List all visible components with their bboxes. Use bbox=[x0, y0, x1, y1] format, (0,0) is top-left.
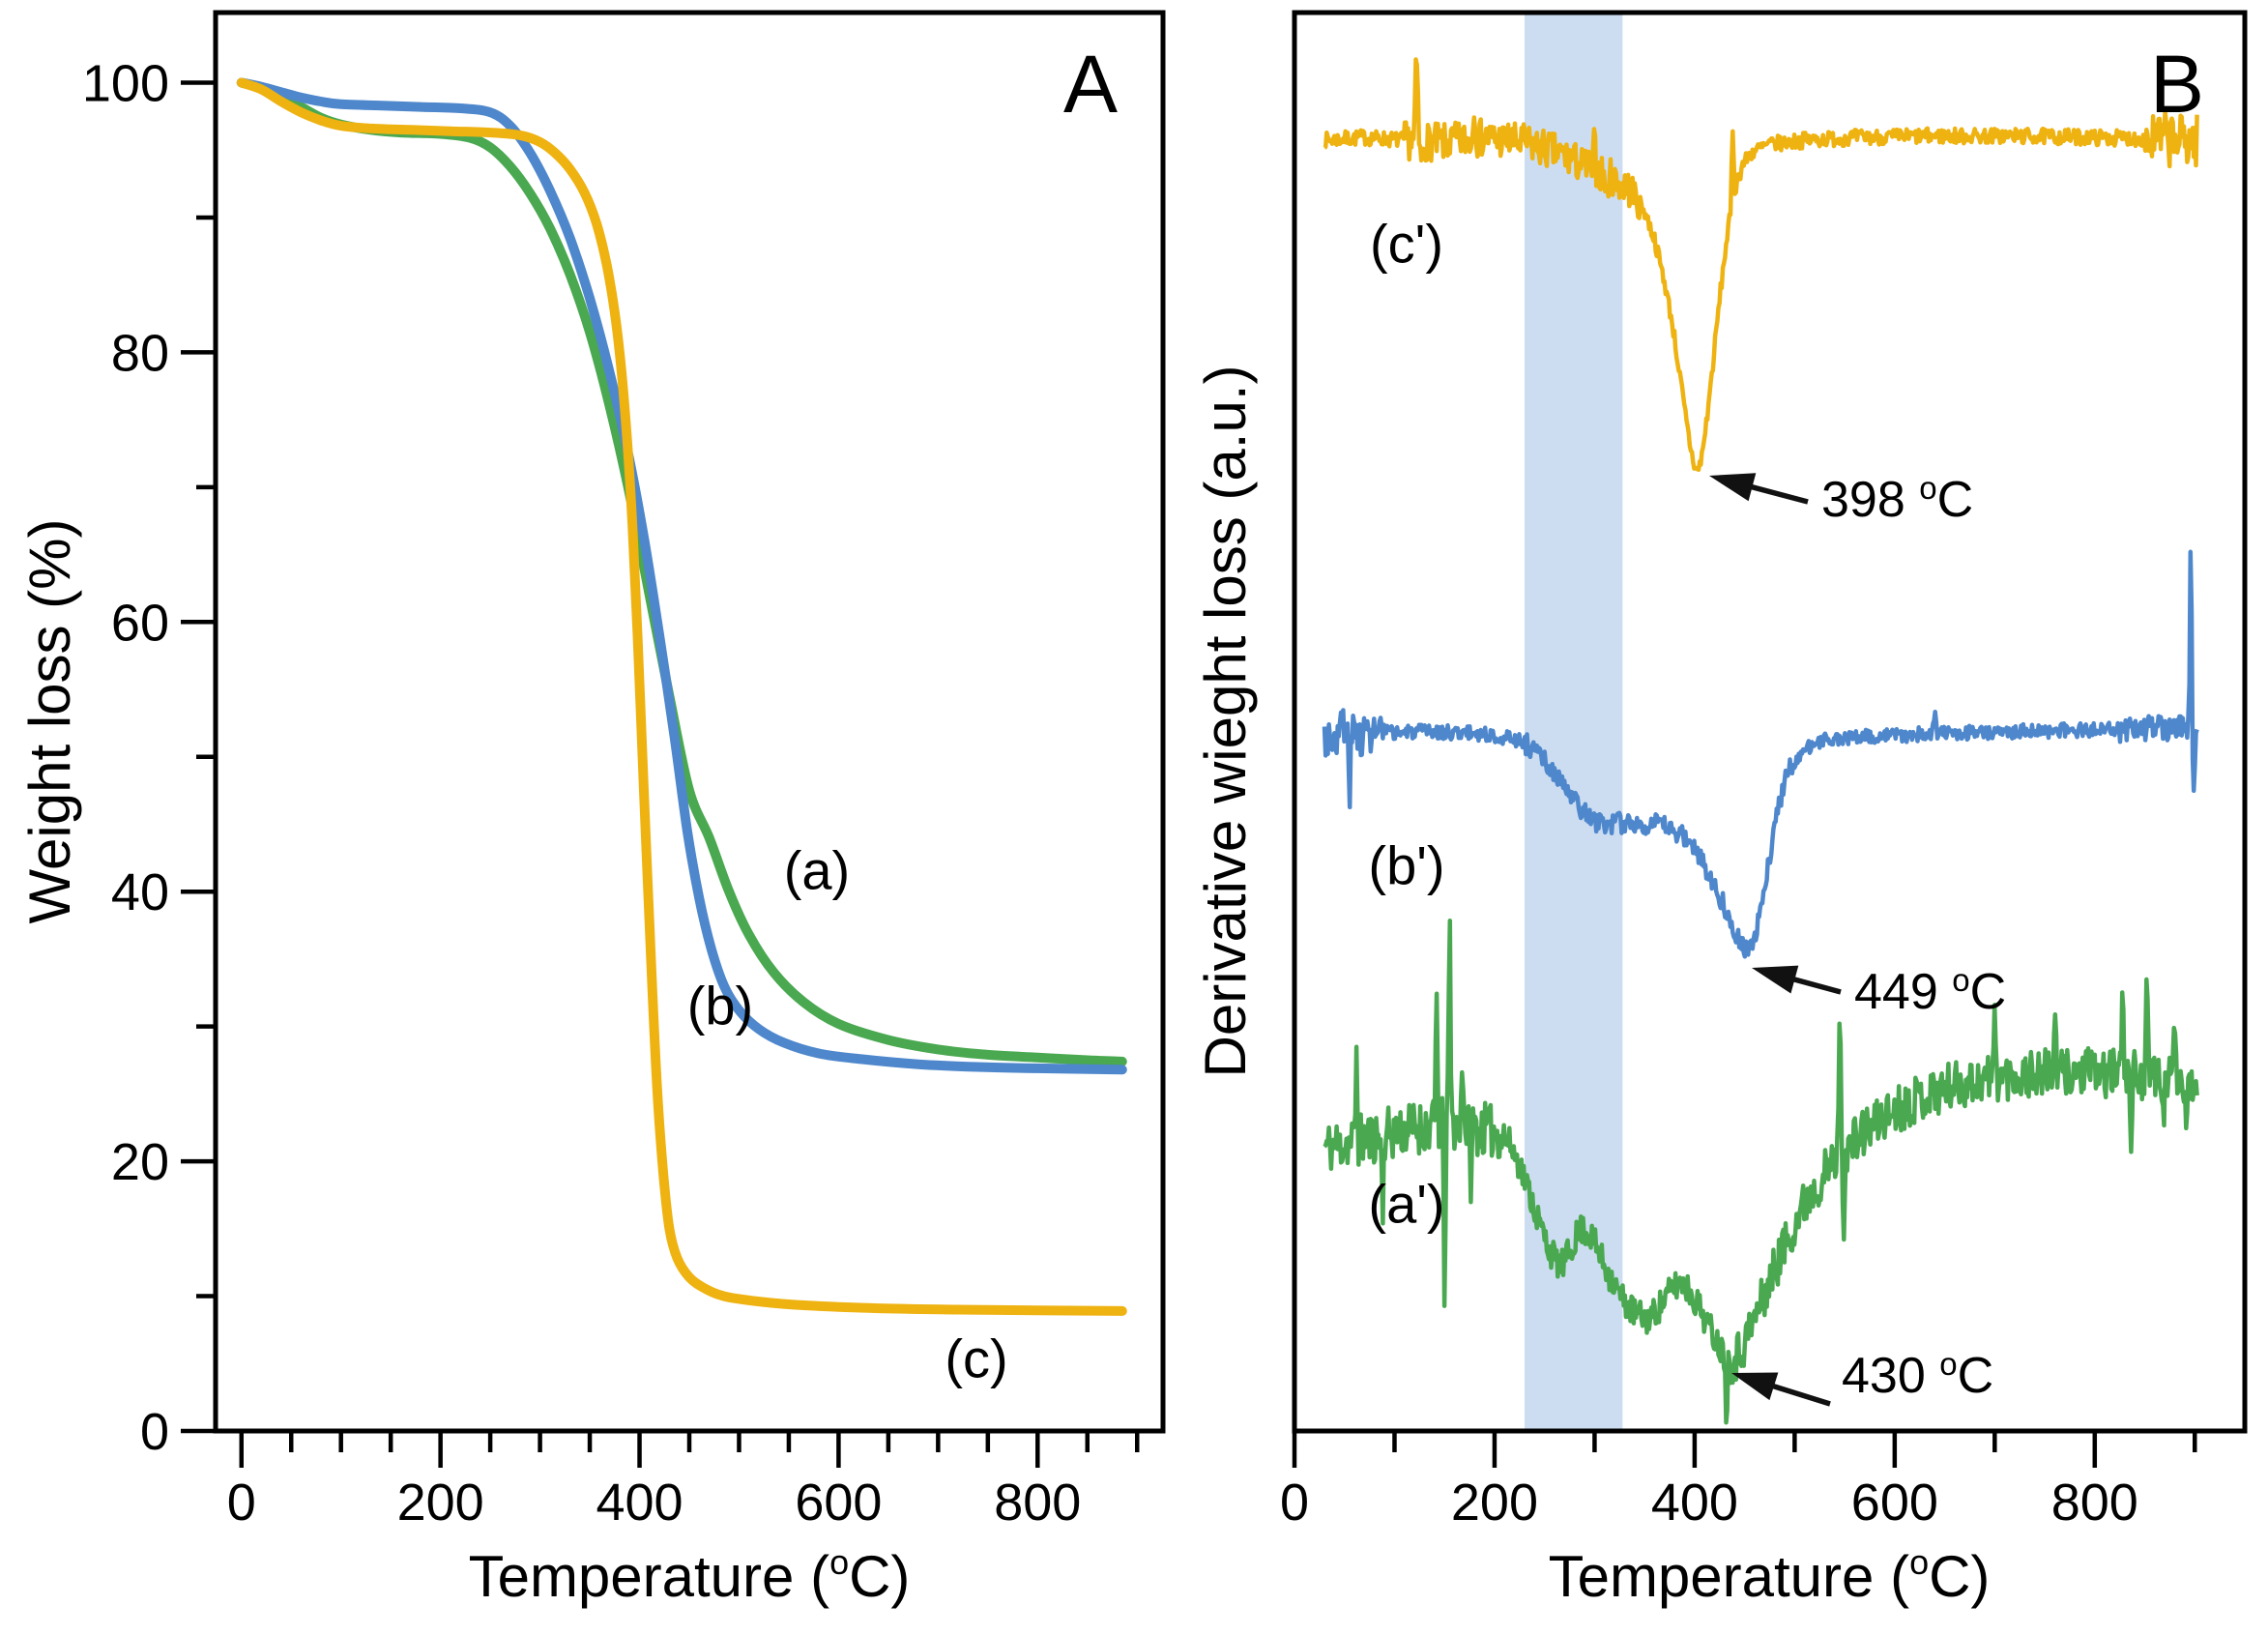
panel-b-x-tick-label: 200 bbox=[1451, 1474, 1538, 1532]
annotation-arrowhead bbox=[1752, 965, 1799, 994]
panel-b-x-title-prefix: Temperature ( bbox=[1548, 1544, 1910, 1609]
panel-b-x-title-sup: o bbox=[1909, 1542, 1930, 1582]
panel-a-letter: A bbox=[1063, 39, 1119, 130]
panel-a-y-tick-label: 40 bbox=[111, 863, 169, 921]
panel-a-x-axis-title: Temperature (oC) bbox=[303, 1545, 1076, 1609]
panel-a-y-tick-label: 80 bbox=[111, 324, 169, 382]
panel-a-curve-label: (c) bbox=[945, 1328, 1007, 1389]
panel-a-y-tick-label: 100 bbox=[82, 55, 169, 113]
panel-b-x-axis-title: Temperature (oC) bbox=[1382, 1545, 2156, 1609]
panel-b-y-axis-title: Derivative wieght loss (a.u.) bbox=[1193, 365, 1258, 1078]
panel-b-x-tick-label: 0 bbox=[1280, 1474, 1309, 1532]
panel-a-plot-frame bbox=[213, 10, 1166, 1434]
panel-a-curve-label: (a) bbox=[784, 840, 850, 901]
panel-a-x-tick-label: 400 bbox=[596, 1474, 683, 1532]
annotation-arrowhead bbox=[1709, 473, 1757, 502]
annotation-arrow-line bbox=[1762, 1380, 1831, 1407]
curve-b bbox=[236, 77, 1127, 1075]
panel-a-x-title-sup: o bbox=[829, 1542, 850, 1582]
annotation-arrowhead bbox=[1731, 1372, 1779, 1401]
panel-a-x-title-prefix: Temperature ( bbox=[468, 1544, 830, 1609]
panel-a-y-tick-label: 0 bbox=[140, 1403, 169, 1461]
panel-b-x-title-suffix: C) bbox=[1929, 1544, 1991, 1609]
annotation-label: 430 oC bbox=[1842, 1346, 1993, 1404]
panel-a-curve-label: (b) bbox=[687, 976, 753, 1036]
curve-a-prime bbox=[1323, 918, 2199, 1425]
panel-b-curve-label: (c') bbox=[1370, 214, 1443, 275]
curve-b-prime bbox=[1322, 549, 2199, 959]
panel-b-x-tick-label: 400 bbox=[1651, 1474, 1738, 1532]
panel-b-curve-label: (a') bbox=[1368, 1174, 1444, 1235]
panel-a-x-tick-label: 800 bbox=[994, 1474, 1081, 1532]
panel-b-x-tick-label: 600 bbox=[1851, 1474, 1938, 1532]
curve-c bbox=[236, 77, 1127, 1316]
panel-a-x-tick-label: 0 bbox=[227, 1474, 256, 1532]
panel-a-y-tick-label: 60 bbox=[111, 594, 169, 652]
annotation-arrow-line bbox=[1740, 482, 1809, 505]
curve-a bbox=[236, 77, 1127, 1066]
panel-b-curve-label: (b') bbox=[1368, 835, 1444, 896]
panel-a-y-axis-title: Weight loss (%) bbox=[17, 518, 82, 924]
panel-b-letter: B bbox=[2150, 39, 2205, 130]
curve-c-prime bbox=[1323, 57, 2199, 473]
panel-a-y-tick-label: 20 bbox=[111, 1133, 169, 1191]
panel-b-x-tick-label: 800 bbox=[2051, 1474, 2138, 1532]
annotation-label: 398 oC bbox=[1821, 470, 1973, 528]
panel-a-x-tick-label: 200 bbox=[397, 1474, 484, 1532]
panel-a-x-tick-label: 600 bbox=[795, 1474, 882, 1532]
annotation-label: 449 oC bbox=[1854, 962, 2006, 1020]
panel-b-plot-frame bbox=[1292, 10, 2248, 1434]
highlight-band bbox=[1524, 13, 1623, 1431]
panel-a-x-title-suffix: C) bbox=[849, 1544, 911, 1609]
